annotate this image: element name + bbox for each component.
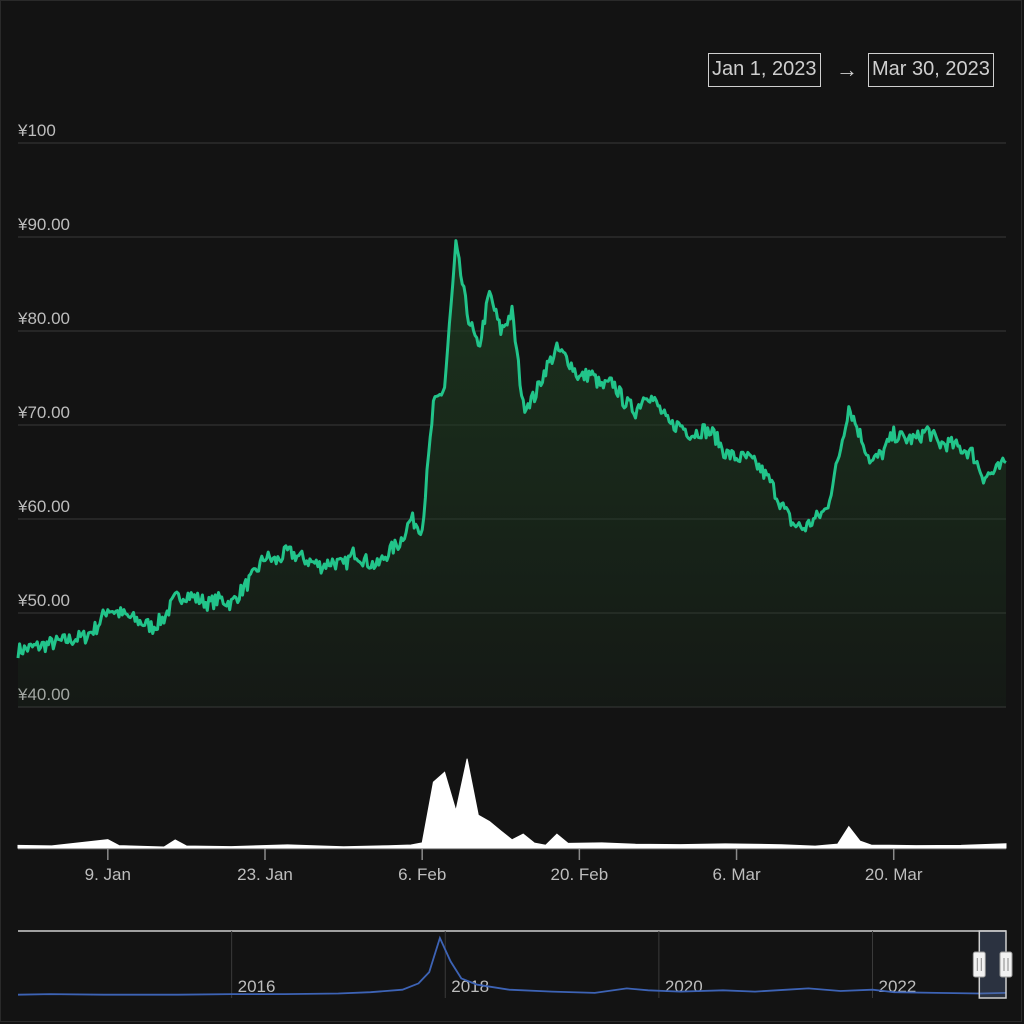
x-tick-label: 9. Jan <box>85 865 131 884</box>
navigator-year-label: 2018 <box>451 977 489 996</box>
y-tick-label: ¥100 <box>17 121 56 140</box>
y-tick-label: ¥80.00 <box>17 309 70 328</box>
range-arrow: → <box>836 57 858 82</box>
navigator-year-label: 2016 <box>238 977 276 996</box>
x-tick-label: 23. Jan <box>237 865 293 884</box>
x-tick-label: 6. Feb <box>398 865 446 884</box>
x-tick-label: 20. Feb <box>551 865 609 884</box>
navigator[interactable]: 2016 2018 2020 2022 <box>17 930 1013 999</box>
y-tick-label: ¥90.00 <box>17 215 70 234</box>
y-tick-label: ¥50.00 <box>17 591 70 610</box>
x-axis: 9. Jan 23. Jan 6. Feb 20. Feb 6. Mar 20. Mar <box>18 848 1006 884</box>
range-to-input[interactable]: Mar 30, 2023 <box>868 53 994 87</box>
volume-area <box>17 758 1007 849</box>
navigator-series-line <box>17 935 1007 996</box>
price-plot <box>16 239 1007 707</box>
x-tick-label: 20. Mar <box>865 865 923 884</box>
navigator-handle-right[interactable] <box>999 951 1013 978</box>
navigator-year-label: 2020 <box>665 977 703 996</box>
x-tick-label: 6. Mar <box>712 865 761 884</box>
navigator-handle-left[interactable] <box>972 951 986 978</box>
price-line <box>16 239 1007 659</box>
volume-plot <box>17 758 1007 849</box>
price-area <box>18 240 1006 707</box>
y-tick-label: ¥60.00 <box>17 497 70 516</box>
y-tick-label: ¥70.00 <box>17 403 70 422</box>
range-from-input[interactable]: Jan 1, 2023 <box>708 53 821 87</box>
